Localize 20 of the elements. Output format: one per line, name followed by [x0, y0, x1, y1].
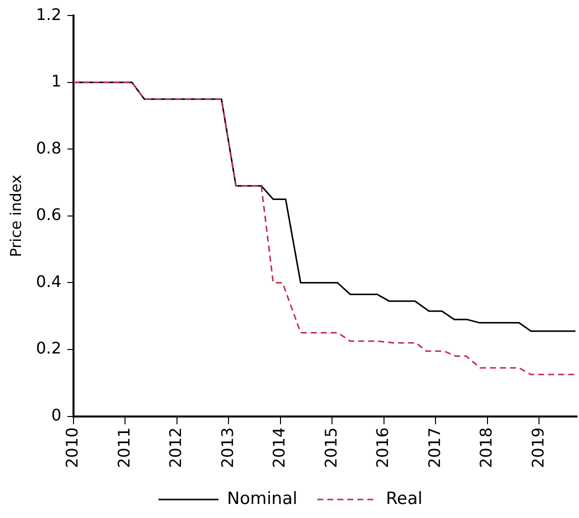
- x-tick-label: 2016: [373, 427, 392, 468]
- y-tick-label: 0: [51, 405, 62, 424]
- x-tick-label: 2014: [270, 427, 289, 468]
- x-tick-label: 2011: [114, 427, 134, 468]
- x-tick-label: 2010: [62, 427, 82, 468]
- x-tick-label: 2018: [476, 427, 496, 468]
- y-axis-title: Price index: [6, 174, 25, 258]
- legend-label: Nominal: [227, 488, 298, 509]
- legend-label: Real: [386, 488, 422, 509]
- x-tick-label: 2015: [321, 427, 340, 468]
- x-tick-label: 2017: [424, 427, 444, 468]
- y-tick-label: 0.4: [36, 272, 62, 291]
- x-tick-label: 2013: [218, 427, 237, 468]
- y-tick-label: 1: [51, 72, 62, 91]
- x-tick-label: 2019: [528, 427, 548, 468]
- x-tick-label: 2012: [166, 427, 186, 468]
- y-tick-label: 0.8: [36, 138, 62, 158]
- y-tick-label: 0.2: [36, 338, 62, 358]
- y-tick-label: 0.6: [36, 205, 62, 224]
- y-tick-label: 1.2: [36, 4, 62, 24]
